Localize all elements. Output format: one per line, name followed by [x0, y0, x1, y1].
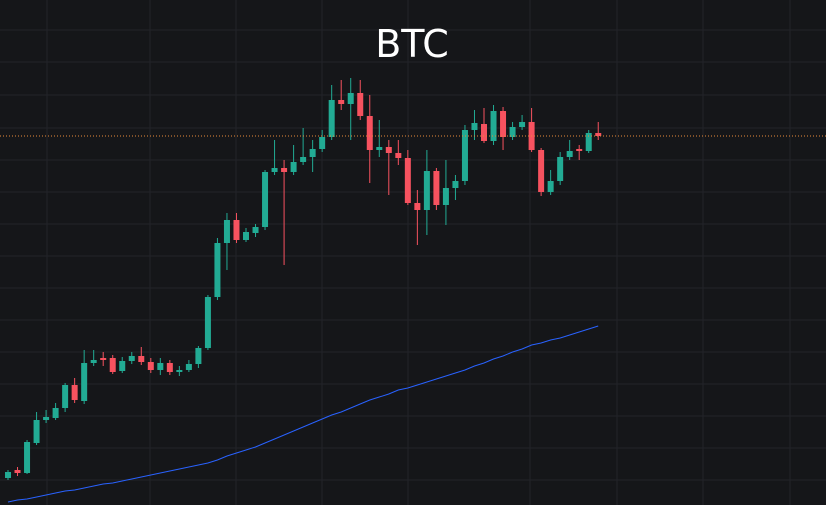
candle-body — [214, 243, 221, 297]
candle-body — [481, 124, 487, 141]
candle-body — [509, 127, 516, 137]
candle-body — [328, 100, 335, 137]
candle-body — [500, 111, 507, 137]
candle-body — [452, 181, 459, 188]
candle-body — [585, 133, 592, 151]
candle-body — [595, 133, 602, 136]
candle-body — [519, 122, 526, 127]
candle-body — [33, 420, 40, 443]
candle-body — [490, 111, 497, 141]
candle-body — [566, 151, 573, 157]
candle-body — [5, 472, 11, 478]
candle-body — [204, 297, 211, 348]
candle-body — [185, 364, 192, 370]
candle-body — [357, 93, 364, 116]
candle-body — [147, 362, 154, 370]
candle-body — [176, 370, 183, 372]
candle-body — [24, 442, 31, 473]
candle-body — [271, 168, 278, 172]
candle-body — [471, 123, 478, 130]
candle-body — [243, 232, 249, 240]
candle-body — [157, 363, 164, 370]
candle-body — [252, 227, 259, 233]
candle-body — [100, 358, 107, 360]
candle-body — [195, 348, 202, 364]
candle-body — [376, 147, 383, 150]
candle-body — [385, 147, 392, 153]
moving-average — [7, 325, 599, 503]
candle-body — [128, 356, 135, 361]
candle-body — [62, 385, 69, 408]
candle-body — [52, 408, 59, 418]
candle-body — [547, 181, 554, 192]
candle-body — [461, 130, 468, 181]
candle-body — [71, 385, 78, 400]
candle-body — [423, 171, 430, 210]
candle-body — [366, 116, 373, 150]
candle-body — [223, 220, 230, 243]
candle-body — [300, 157, 307, 162]
candle-body — [81, 363, 88, 401]
candle-body — [414, 203, 421, 210]
candle-body — [109, 358, 116, 372]
candle-body — [404, 158, 411, 203]
candle-body — [233, 220, 240, 240]
candle-body — [319, 137, 326, 149]
candle-body — [576, 149, 583, 151]
candle-body — [433, 171, 440, 205]
candle-body — [309, 149, 316, 157]
candle-body — [557, 157, 564, 181]
candle-body — [166, 363, 173, 372]
candle-body — [538, 150, 545, 192]
candle-body — [43, 417, 50, 420]
candle-body — [119, 361, 126, 371]
candle-body — [281, 168, 288, 172]
chart-title: BTC — [375, 22, 449, 66]
candle-body — [262, 172, 269, 227]
candle-body — [138, 356, 145, 362]
candle-body — [290, 162, 297, 172]
candle-body — [14, 470, 21, 473]
candle-body — [395, 153, 402, 158]
candle-body — [442, 188, 449, 205]
candle-body — [90, 360, 97, 363]
candle-body — [347, 93, 354, 104]
candle-body — [338, 100, 345, 104]
